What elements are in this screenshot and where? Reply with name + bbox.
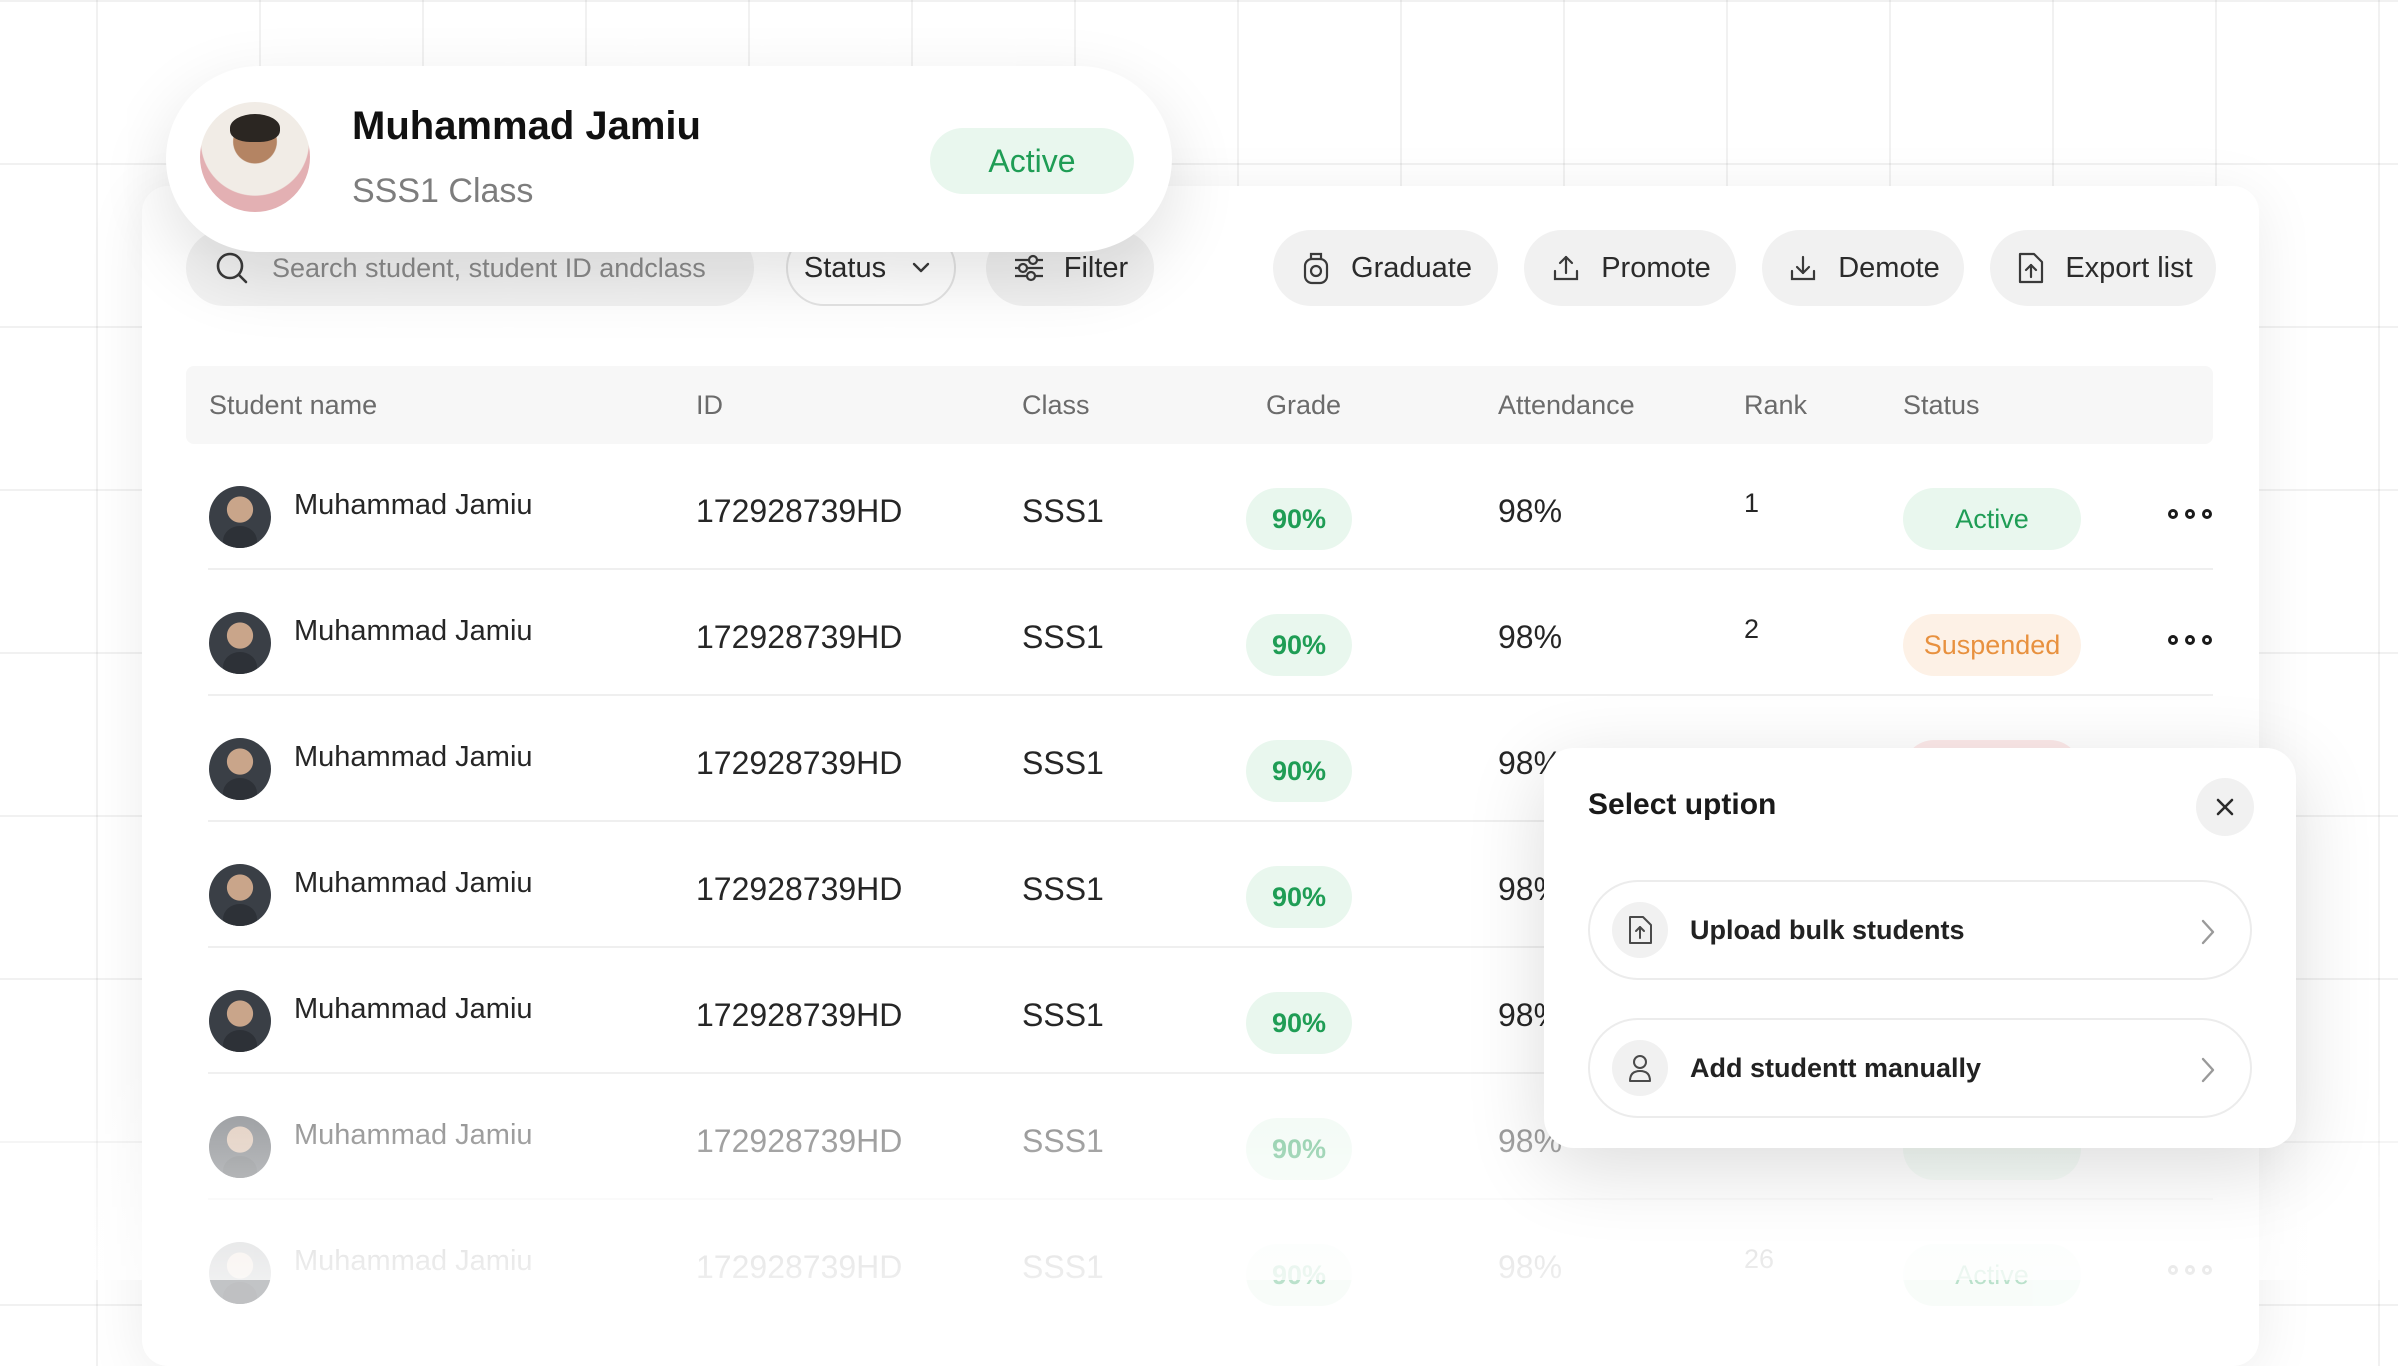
header-student-name[interactable]: Student name [209, 390, 378, 420]
graduate-button[interactable]: Graduate [1273, 230, 1498, 306]
attendance-value: 98% [1498, 619, 1563, 655]
search-placeholder: Search student, student ID andclass [272, 252, 706, 283]
table-row[interactable]: Muhammad Jamiu 172928739HD SSS1 90% 98% … [186, 444, 2213, 570]
grade-badge: 90% [1246, 866, 1352, 928]
row-divider [208, 568, 2213, 570]
export-list-label: Export list [2065, 251, 2193, 284]
row-divider [208, 820, 2213, 822]
table-row[interactable]: Muhammad Jamiu 172928739HD SSS1 90% 98% [186, 822, 2213, 948]
row-divider [208, 946, 2213, 948]
option-label: Add studentt manually [1690, 1052, 1982, 1083]
status-badge: Suspended [1903, 614, 2081, 676]
more-options-icon[interactable] [2168, 630, 2212, 650]
avatar [209, 990, 271, 1052]
grade-badge: 90% [1246, 1118, 1352, 1180]
student-class: SSS1 [1022, 1123, 1104, 1159]
demote-button[interactable]: Demote [1762, 230, 1964, 306]
status-dropdown-label: Status [803, 251, 887, 284]
profile-class: SSS1 Class [352, 172, 534, 210]
student-name: Muhammad Jamiu [294, 1119, 533, 1151]
chevron-down-icon [904, 251, 938, 285]
header-id[interactable]: ID [696, 390, 723, 420]
promote-label: Promote [1601, 251, 1711, 284]
add-student-manually-option[interactable]: Add studentt manually [1588, 1018, 2252, 1118]
rank-value: 2 [1744, 614, 1760, 644]
search-icon [212, 248, 252, 288]
student-name: Muhammad Jamiu [294, 1245, 533, 1277]
profile-name: Muhammad Jamiu [352, 104, 701, 148]
option-label: Upload bulk students [1690, 914, 1965, 945]
student-id: 172928739HD [696, 493, 903, 529]
profile-card[interactable]: Muhammad Jamiu SSS1 Class Active [166, 66, 1172, 252]
student-id: 172928739HD [696, 745, 903, 781]
upload-icon [1549, 251, 1583, 285]
grade-badge: 90% [1246, 992, 1352, 1054]
upload-file-icon [1612, 902, 1668, 958]
avatar [209, 864, 271, 926]
profile-status-badge: Active [930, 128, 1134, 194]
student-id: 172928739HD [696, 997, 903, 1033]
student-class: SSS1 [1022, 745, 1104, 781]
select-option-modal: Select uption Upload bulk students Add s… [1544, 748, 2296, 1148]
graduate-label: Graduate [1351, 251, 1472, 284]
rank-value: 1 [1744, 488, 1760, 518]
grade-badge: 90% [1246, 740, 1352, 802]
row-divider [208, 694, 2213, 696]
student-id: 172928739HD [696, 1123, 903, 1159]
table-header: Student name ID Class Grade Attendance R… [186, 366, 2213, 444]
table-row[interactable]: Muhammad Jamiu 172928739HD SSS1 90% 98% … [186, 1200, 2213, 1326]
status-badge: Active [1903, 1244, 2081, 1306]
student-name: Muhammad Jamiu [294, 867, 533, 899]
modal-title: Select uption [1588, 788, 1777, 821]
more-options-icon[interactable] [2168, 1260, 2212, 1280]
header-attendance[interactable]: Attendance [1498, 390, 1635, 420]
rank-value: 26 [1744, 1244, 1775, 1274]
student-class: SSS1 [1022, 493, 1104, 529]
student-id: 172928739HD [696, 871, 903, 907]
chevron-right-icon [2200, 918, 2216, 951]
attendance-value: 98% [1498, 493, 1563, 529]
student-class: SSS1 [1022, 997, 1104, 1033]
grade-badge: 90% [1246, 488, 1352, 550]
header-status[interactable]: Status [1903, 390, 1980, 420]
table-row[interactable]: Muhammad Jamiu 172928739HD SSS1 90% 98% … [186, 570, 2213, 696]
attendance-value: 98% [1498, 1249, 1563, 1285]
header-class[interactable]: Class [1022, 390, 1090, 420]
avatar [209, 486, 271, 548]
student-name: Muhammad Jamiu [294, 993, 533, 1025]
student-name: Muhammad Jamiu [294, 489, 533, 521]
grade-badge: 90% [1246, 1244, 1352, 1306]
avatar [209, 612, 271, 674]
header-grade[interactable]: Grade [1266, 390, 1342, 420]
profile-avatar [200, 102, 310, 212]
more-options-icon[interactable] [2168, 504, 2212, 524]
student-class: SSS1 [1022, 1249, 1104, 1285]
chevron-right-icon [2200, 1056, 2216, 1089]
promote-button[interactable]: Promote [1524, 230, 1736, 306]
filter-label: Filter [1063, 251, 1129, 284]
demote-label: Demote [1838, 251, 1940, 284]
export-list-button[interactable]: Export list [1990, 230, 2216, 306]
student-class: SSS1 [1022, 619, 1104, 655]
avatar [209, 1242, 271, 1304]
close-icon[interactable] [2196, 778, 2254, 836]
export-file-icon [2013, 251, 2047, 285]
student-name: Muhammad Jamiu [294, 615, 533, 647]
avatar [209, 1116, 271, 1178]
header-rank[interactable]: Rank [1744, 390, 1808, 420]
upload-bulk-students-option[interactable]: Upload bulk students [1588, 880, 2252, 980]
grade-badge: 90% [1246, 614, 1352, 676]
graduate-icon [1299, 251, 1333, 285]
student-class: SSS1 [1022, 871, 1104, 907]
avatar [209, 738, 271, 800]
download-icon [1786, 251, 1820, 285]
student-name: Muhammad Jamiu [294, 741, 533, 773]
student-id: 172928739HD [696, 619, 903, 655]
sliders-icon [1012, 251, 1046, 285]
student-id: 172928739HD [696, 1249, 903, 1285]
status-badge: Active [1903, 488, 2081, 550]
user-icon [1612, 1040, 1668, 1096]
